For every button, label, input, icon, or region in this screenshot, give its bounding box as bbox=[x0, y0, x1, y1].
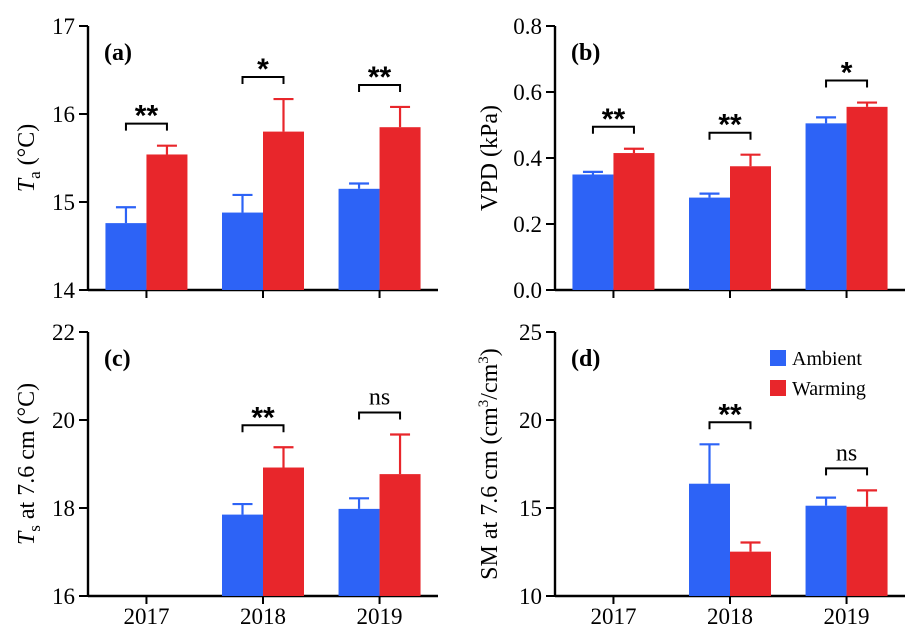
significance-bracket bbox=[124, 122, 168, 131]
bar-ambient bbox=[572, 174, 614, 290]
bar-ambient bbox=[222, 212, 263, 290]
significance-bracket bbox=[825, 79, 869, 88]
bar-ambient bbox=[689, 197, 730, 290]
y-tick-label: 16 bbox=[52, 102, 75, 127]
significance-bracket bbox=[358, 411, 402, 420]
bar-ambient bbox=[105, 223, 147, 290]
y-tick-label: 15 bbox=[52, 190, 75, 215]
legend-swatch-ambient bbox=[770, 350, 786, 366]
bar-warming bbox=[730, 166, 771, 290]
significance-label: * bbox=[257, 53, 269, 86]
panel-label: (c) bbox=[104, 346, 131, 372]
panel-label: (b) bbox=[571, 40, 600, 66]
bar-warming bbox=[263, 131, 304, 290]
x-tick-label: 2017 bbox=[590, 604, 636, 628]
significance-bracket bbox=[708, 131, 752, 140]
x-tick-label: 2017 bbox=[123, 604, 169, 628]
significance-label: ** bbox=[135, 100, 159, 133]
bar-ambient bbox=[689, 483, 730, 596]
x-tick-label: 2018 bbox=[707, 604, 753, 628]
y-tick-label: 20 bbox=[52, 408, 75, 433]
y-axis-label: SM at 7.6 cm (cm3/cm3) bbox=[476, 348, 503, 580]
significance-bracket bbox=[708, 421, 752, 430]
significance-label: ns bbox=[836, 440, 857, 466]
y-tick-label: 22 bbox=[52, 320, 75, 345]
significance-label: ** bbox=[602, 103, 626, 136]
bar-warming bbox=[379, 474, 421, 596]
y-axis-label: Ts at 7.6 cm (°C) bbox=[14, 383, 44, 545]
legend: Ambient Warming bbox=[770, 348, 866, 400]
bar-ambient bbox=[222, 514, 263, 596]
significance-bracket bbox=[358, 83, 402, 92]
y-tick-label: 0.0 bbox=[513, 278, 542, 303]
legend-label-ambient: Ambient bbox=[792, 348, 862, 370]
significance-label: * bbox=[841, 57, 853, 90]
y-axis-label: Ta (°C) bbox=[14, 124, 44, 193]
significance-label: ** bbox=[718, 398, 742, 431]
bar-warming bbox=[146, 154, 188, 290]
y-tick-label: 25 bbox=[519, 320, 542, 345]
panel-d: 10 15 20 25 2017 2018 2019 SM at 7.6 cm (cm3/cm… bbox=[476, 320, 905, 628]
panel-label: (d) bbox=[571, 346, 600, 372]
bar-ambient bbox=[338, 508, 380, 596]
bar-warming bbox=[379, 127, 421, 290]
legend-label-warming: Warming bbox=[792, 378, 866, 400]
bar-ambient bbox=[805, 123, 847, 290]
y-tick-label: 18 bbox=[52, 496, 75, 521]
y-tick-label: 16 bbox=[52, 584, 75, 609]
bar-warming bbox=[846, 506, 888, 596]
bar-warming bbox=[263, 467, 304, 596]
y-tick-label: 20 bbox=[519, 408, 542, 433]
y-tick-label: 15 bbox=[519, 496, 542, 521]
significance-bracket bbox=[591, 125, 635, 134]
significance-label: ** bbox=[368, 61, 392, 94]
y-tick-label: 0.4 bbox=[513, 146, 542, 171]
significance-label: ns bbox=[369, 385, 390, 411]
x-tick-label: 2019 bbox=[824, 604, 870, 628]
y-tick-label: 0.6 bbox=[513, 80, 542, 105]
x-tick-label: 2018 bbox=[240, 604, 286, 628]
significance-bracket bbox=[241, 424, 285, 433]
panel-c: 16 18 20 22 2017 2018 2019 Ts at 7.6 cm (°C) (c)… bbox=[14, 320, 438, 628]
bar-ambient bbox=[338, 188, 380, 290]
y-tick-label: 14 bbox=[52, 278, 76, 303]
bar-warming bbox=[613, 153, 655, 290]
y-tick-label: 17 bbox=[52, 14, 75, 39]
significance-bracket bbox=[825, 467, 869, 476]
bar-ambient bbox=[805, 505, 847, 596]
bar-warming bbox=[846, 106, 888, 290]
y-axis-label: VPD (kPa) bbox=[477, 105, 503, 211]
significance-label: ** bbox=[251, 401, 275, 434]
x-tick-label: 2019 bbox=[357, 604, 403, 628]
significance-label: ** bbox=[718, 109, 742, 142]
panel-label: (a) bbox=[104, 40, 132, 66]
y-tick-label: 10 bbox=[519, 584, 542, 609]
bar-warming bbox=[730, 551, 771, 596]
y-tick-label: 0.8 bbox=[513, 14, 542, 39]
legend-swatch-warming bbox=[770, 380, 786, 396]
significance-bracket bbox=[241, 76, 285, 85]
y-tick-label: 0.2 bbox=[513, 212, 542, 237]
